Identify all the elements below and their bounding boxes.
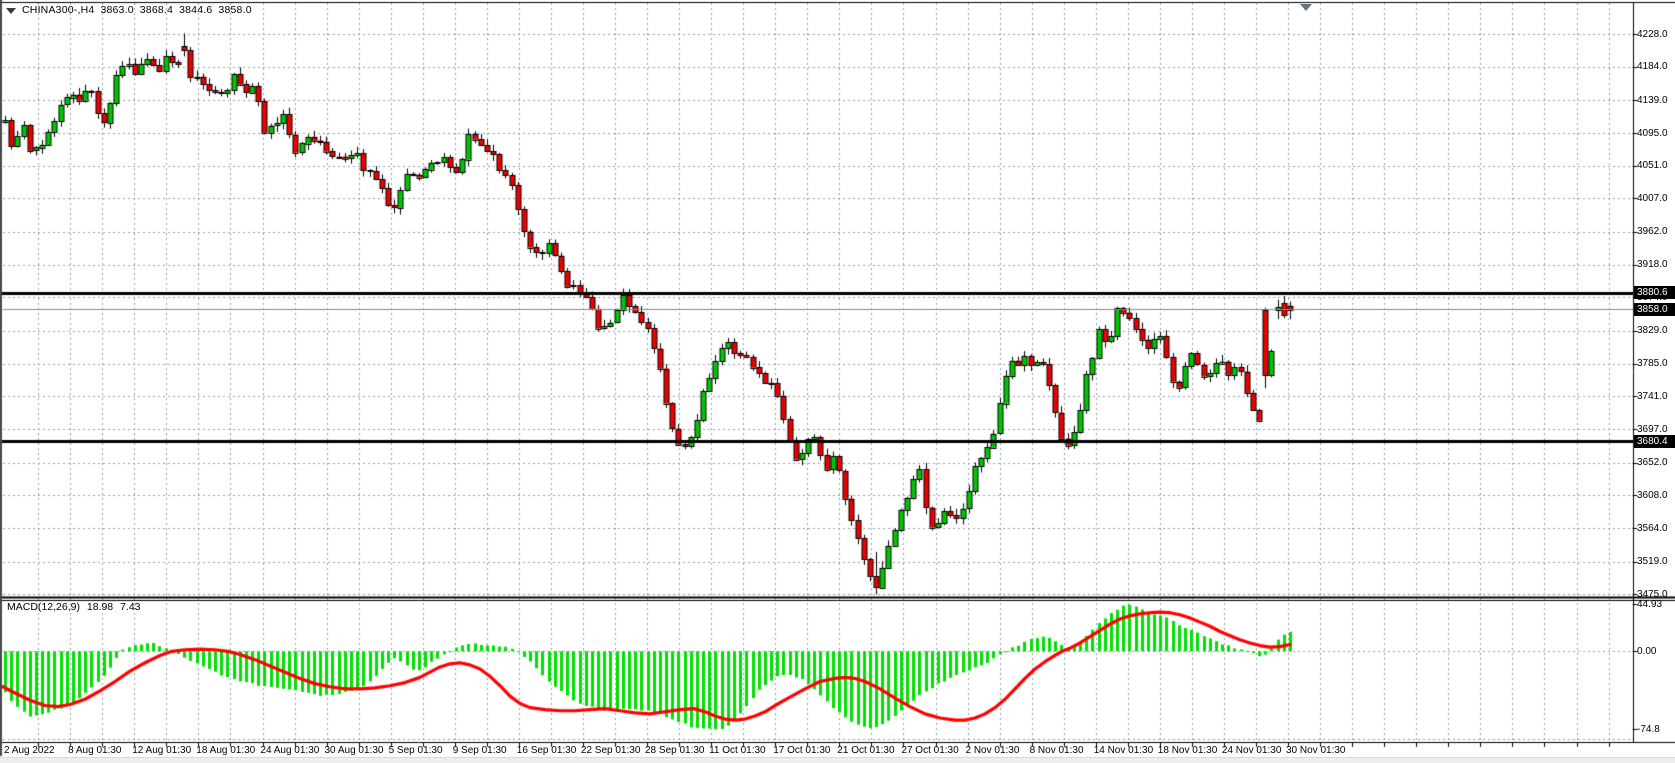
macd-axis-label: -74.8 [1637, 723, 1660, 735]
time-axis-label: 28 Sep 01:30 [645, 745, 705, 756]
price-axis-label: 3475.0 [1637, 588, 1668, 600]
price-axis-label: 3652.0 [1637, 457, 1668, 469]
symbol-info-overlay: CHINA300-,H4 3863.0 3868.4 3844.6 3858.0 [6, 4, 252, 16]
time-axis-label: 24 Nov 01:30 [1221, 745, 1282, 756]
price-axis-label: 4228.0 [1637, 28, 1668, 40]
time-axis-label: 14 Nov 01:30 [1093, 745, 1154, 756]
window-bottom-edge [0, 757, 1675, 763]
bar-close-value: 3858.0 [218, 4, 252, 16]
time-axis-label: 21 Oct 01:30 [837, 745, 895, 756]
time-axis-label: 9 Sep 01:30 [452, 745, 507, 756]
time-axis-label: 22 Sep 01:30 [580, 745, 641, 756]
time-axis-label: 5 Sep 01:30 [388, 745, 443, 756]
macd-axis-label: 0.00 [1637, 645, 1657, 657]
time-axis-label: 12 Aug 01:30 [132, 745, 192, 756]
time-axis-label: 8 Nov 01:30 [1029, 745, 1084, 756]
macd-signal-value: 7.43 [120, 601, 141, 613]
time-axis-label: 18 Nov 01:30 [1157, 745, 1218, 756]
price-axis-label: 3608.0 [1637, 489, 1668, 501]
price-axis-label: 4051.0 [1637, 160, 1668, 172]
price-axis-label: 4139.0 [1637, 94, 1668, 106]
macd-main-value: 18.98 [86, 601, 114, 613]
time-axis-label: 27 Oct 01:30 [901, 745, 959, 756]
price-axis-label: 3785.0 [1637, 358, 1668, 370]
time-axis-label: 18 Aug 01:30 [196, 745, 256, 756]
price-tag-current: 3858.0 [1634, 302, 1675, 316]
time-axis-label: 30 Aug 01:30 [324, 745, 384, 756]
price-axis-label: 3918.0 [1637, 259, 1668, 271]
macd-params-label: MACD(12,26,9) [7, 601, 80, 613]
time-axis-label: 11 Oct 01:30 [709, 745, 766, 756]
time-axis-label: 30 Nov 01:30 [1286, 745, 1346, 756]
time-axis-label: 2 Aug 2022 [4, 745, 55, 756]
price-axis-label: 4184.0 [1637, 61, 1668, 73]
price-axis-label: 3519.0 [1637, 556, 1668, 568]
price-axis-label: 3829.0 [1637, 325, 1668, 337]
price-axis-label: 3564.0 [1637, 522, 1668, 534]
bar-low-value: 3844.6 [179, 4, 213, 16]
symbol-timeframe-label: CHINA300-,H4 [22, 4, 95, 16]
bar-high-value: 3868.4 [139, 4, 174, 16]
time-axis-label: 2 Nov 01:30 [965, 745, 1020, 756]
chart-shift-marker-icon[interactable] [1300, 4, 1312, 11]
time-axis-label: 16 Sep 01:30 [516, 745, 577, 756]
time-axis-label: 8 Aug 01:30 [68, 745, 122, 756]
price-axis-label: 3741.0 [1637, 390, 1668, 402]
price-axis-label: 3697.0 [1637, 423, 1668, 435]
macd-indicator-label: MACD(12,26,9) 18.98 7.43 [7, 601, 145, 613]
symbol-dropdown-icon[interactable] [6, 7, 16, 14]
macd-axis-label: 44.93 [1637, 598, 1663, 610]
time-axis-label: 24 Aug 01:30 [260, 745, 320, 756]
bar-open-value: 3863.0 [100, 4, 134, 16]
price-axis-label: 4007.0 [1637, 192, 1668, 204]
price-tag-hline[interactable]: 3680.4 [1634, 434, 1675, 448]
time-axis-label: 17 Oct 01:30 [773, 745, 831, 756]
price-axis-label: 4095.0 [1637, 127, 1668, 139]
price-tag-hline[interactable]: 3880.6 [1634, 286, 1675, 300]
price-axis-label: 3962.0 [1637, 226, 1668, 238]
